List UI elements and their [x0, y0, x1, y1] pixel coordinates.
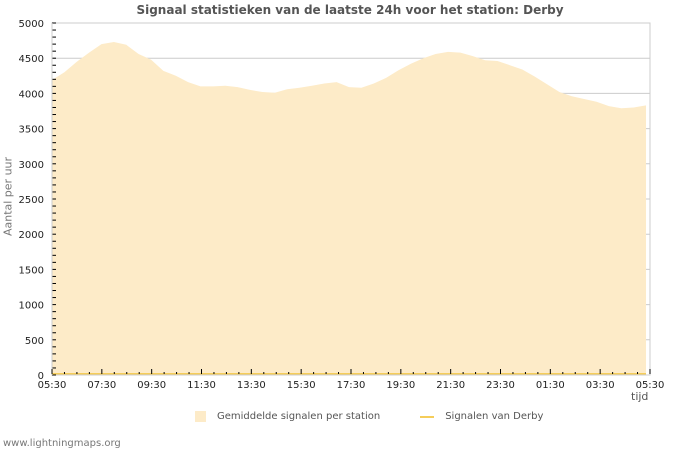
y-tick-label: 1000	[19, 301, 44, 312]
legend-label-derby: Signalen van Derby	[445, 411, 544, 422]
y-tick-label: 500	[25, 336, 44, 347]
y-tick-label: 4500	[19, 54, 44, 65]
x-tick-label: 17:30	[337, 380, 366, 391]
chart-title: Signaal statistieken van de laatste 24h …	[136, 3, 564, 17]
x-axis-title: tijd	[631, 390, 649, 403]
x-tick-label: 03:30	[586, 380, 615, 391]
y-tick-label: 2500	[19, 195, 44, 206]
y-tick-label: 3000	[19, 160, 44, 171]
y-tick-label: 5000	[19, 19, 44, 30]
x-tick-label: 11:30	[187, 380, 216, 391]
x-tick-label: 09:30	[137, 380, 166, 391]
legend: Gemiddelde signalen per station Signalen…	[195, 411, 543, 422]
x-tick-label: 21:30	[436, 380, 465, 391]
legend-label-average: Gemiddelde signalen per station	[217, 411, 381, 422]
x-tick-label: 05:30	[636, 380, 665, 391]
x-tick-label: 01:30	[536, 380, 565, 391]
y-tick-label: 4000	[19, 89, 44, 100]
y-tick-label: 0	[38, 371, 44, 382]
x-tick-label: 07:30	[87, 380, 116, 391]
y-axis-title: Aantal per uur	[1, 156, 15, 237]
y-tick-label: 3500	[19, 125, 44, 136]
y-tick-label: 1500	[19, 265, 44, 276]
y-tick-label: 2000	[19, 230, 44, 241]
x-tick-label: 19:30	[386, 380, 415, 391]
x-tick-label: 23:30	[486, 380, 515, 391]
legend-swatch-derby	[420, 415, 435, 418]
x-tick-label: 05:30	[38, 380, 67, 391]
x-tick-label: 15:30	[287, 380, 316, 391]
legend-swatch-average	[195, 411, 206, 422]
average-signals-area	[52, 42, 646, 375]
x-tick-label: 13:30	[237, 380, 266, 391]
footer-link[interactable]: www.lightningmaps.org	[3, 438, 121, 449]
y-axis: 0 500 1000 1500 2000 2500 3000 3500 4000 4500 5000	[19, 19, 56, 382]
x-axis: 05:30 07:30 09:30 11:30 13:30 15:30 17:30 19:30…	[38, 369, 665, 391]
